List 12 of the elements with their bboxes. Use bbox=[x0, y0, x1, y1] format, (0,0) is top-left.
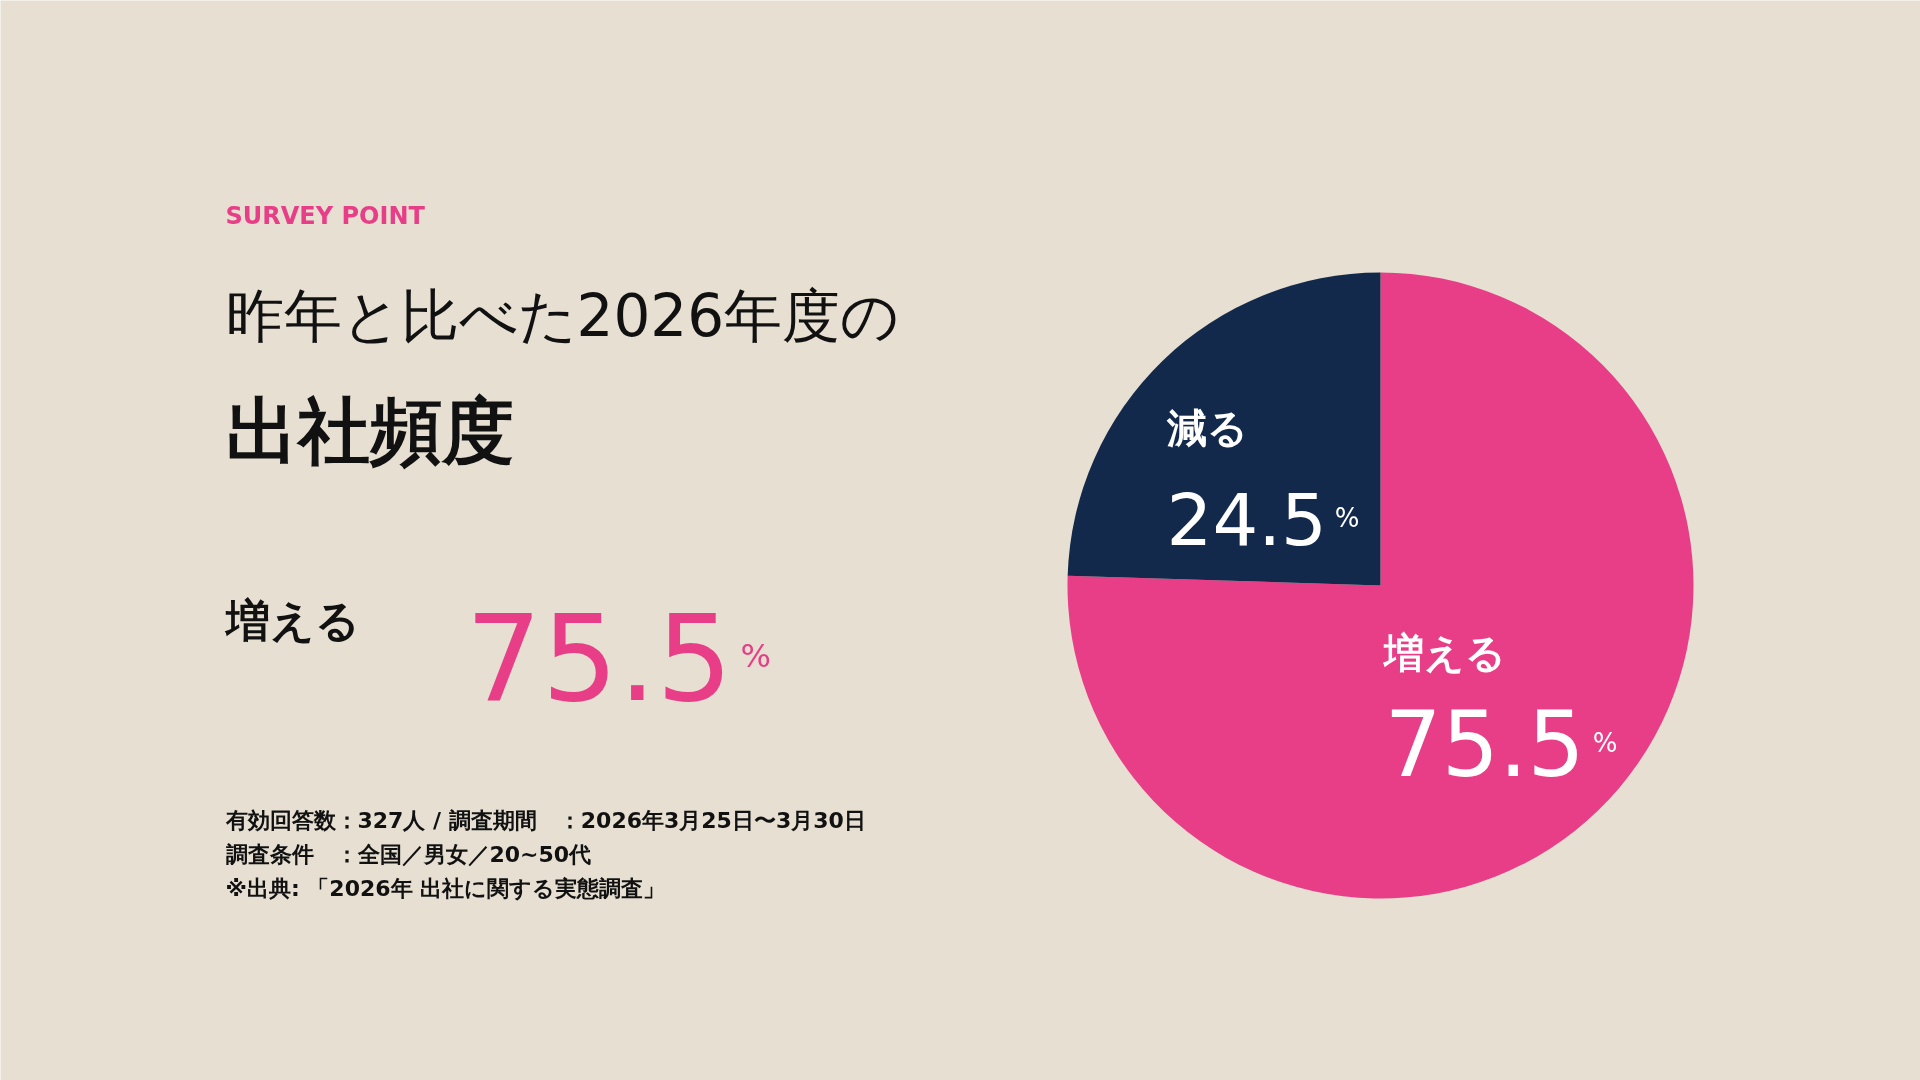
slice-label: 減る bbox=[1165, 405, 1248, 452]
text: 有効回答数：327人 / 調査期間 ：2026年3月25日〜3月30日 bbox=[224, 808, 866, 833]
text: ※出典: 「2026年 出社に関する実態調査」 bbox=[225, 876, 666, 901]
text: SURVEY POINT bbox=[225, 201, 426, 230]
text: 調査条件 ：全国／男女／20~50代 bbox=[225, 842, 592, 867]
text: 75.5% bbox=[1384, 692, 1618, 798]
slice-label: 増える bbox=[1382, 629, 1507, 676]
chart-subtitle: 昨年と比べた2026年度の bbox=[225, 281, 900, 350]
data-label: 75.5% bbox=[465, 588, 772, 728]
text: 出社頻度 bbox=[225, 388, 514, 473]
data-label: 24.5% bbox=[1166, 477, 1360, 562]
text: 増える bbox=[223, 595, 360, 646]
